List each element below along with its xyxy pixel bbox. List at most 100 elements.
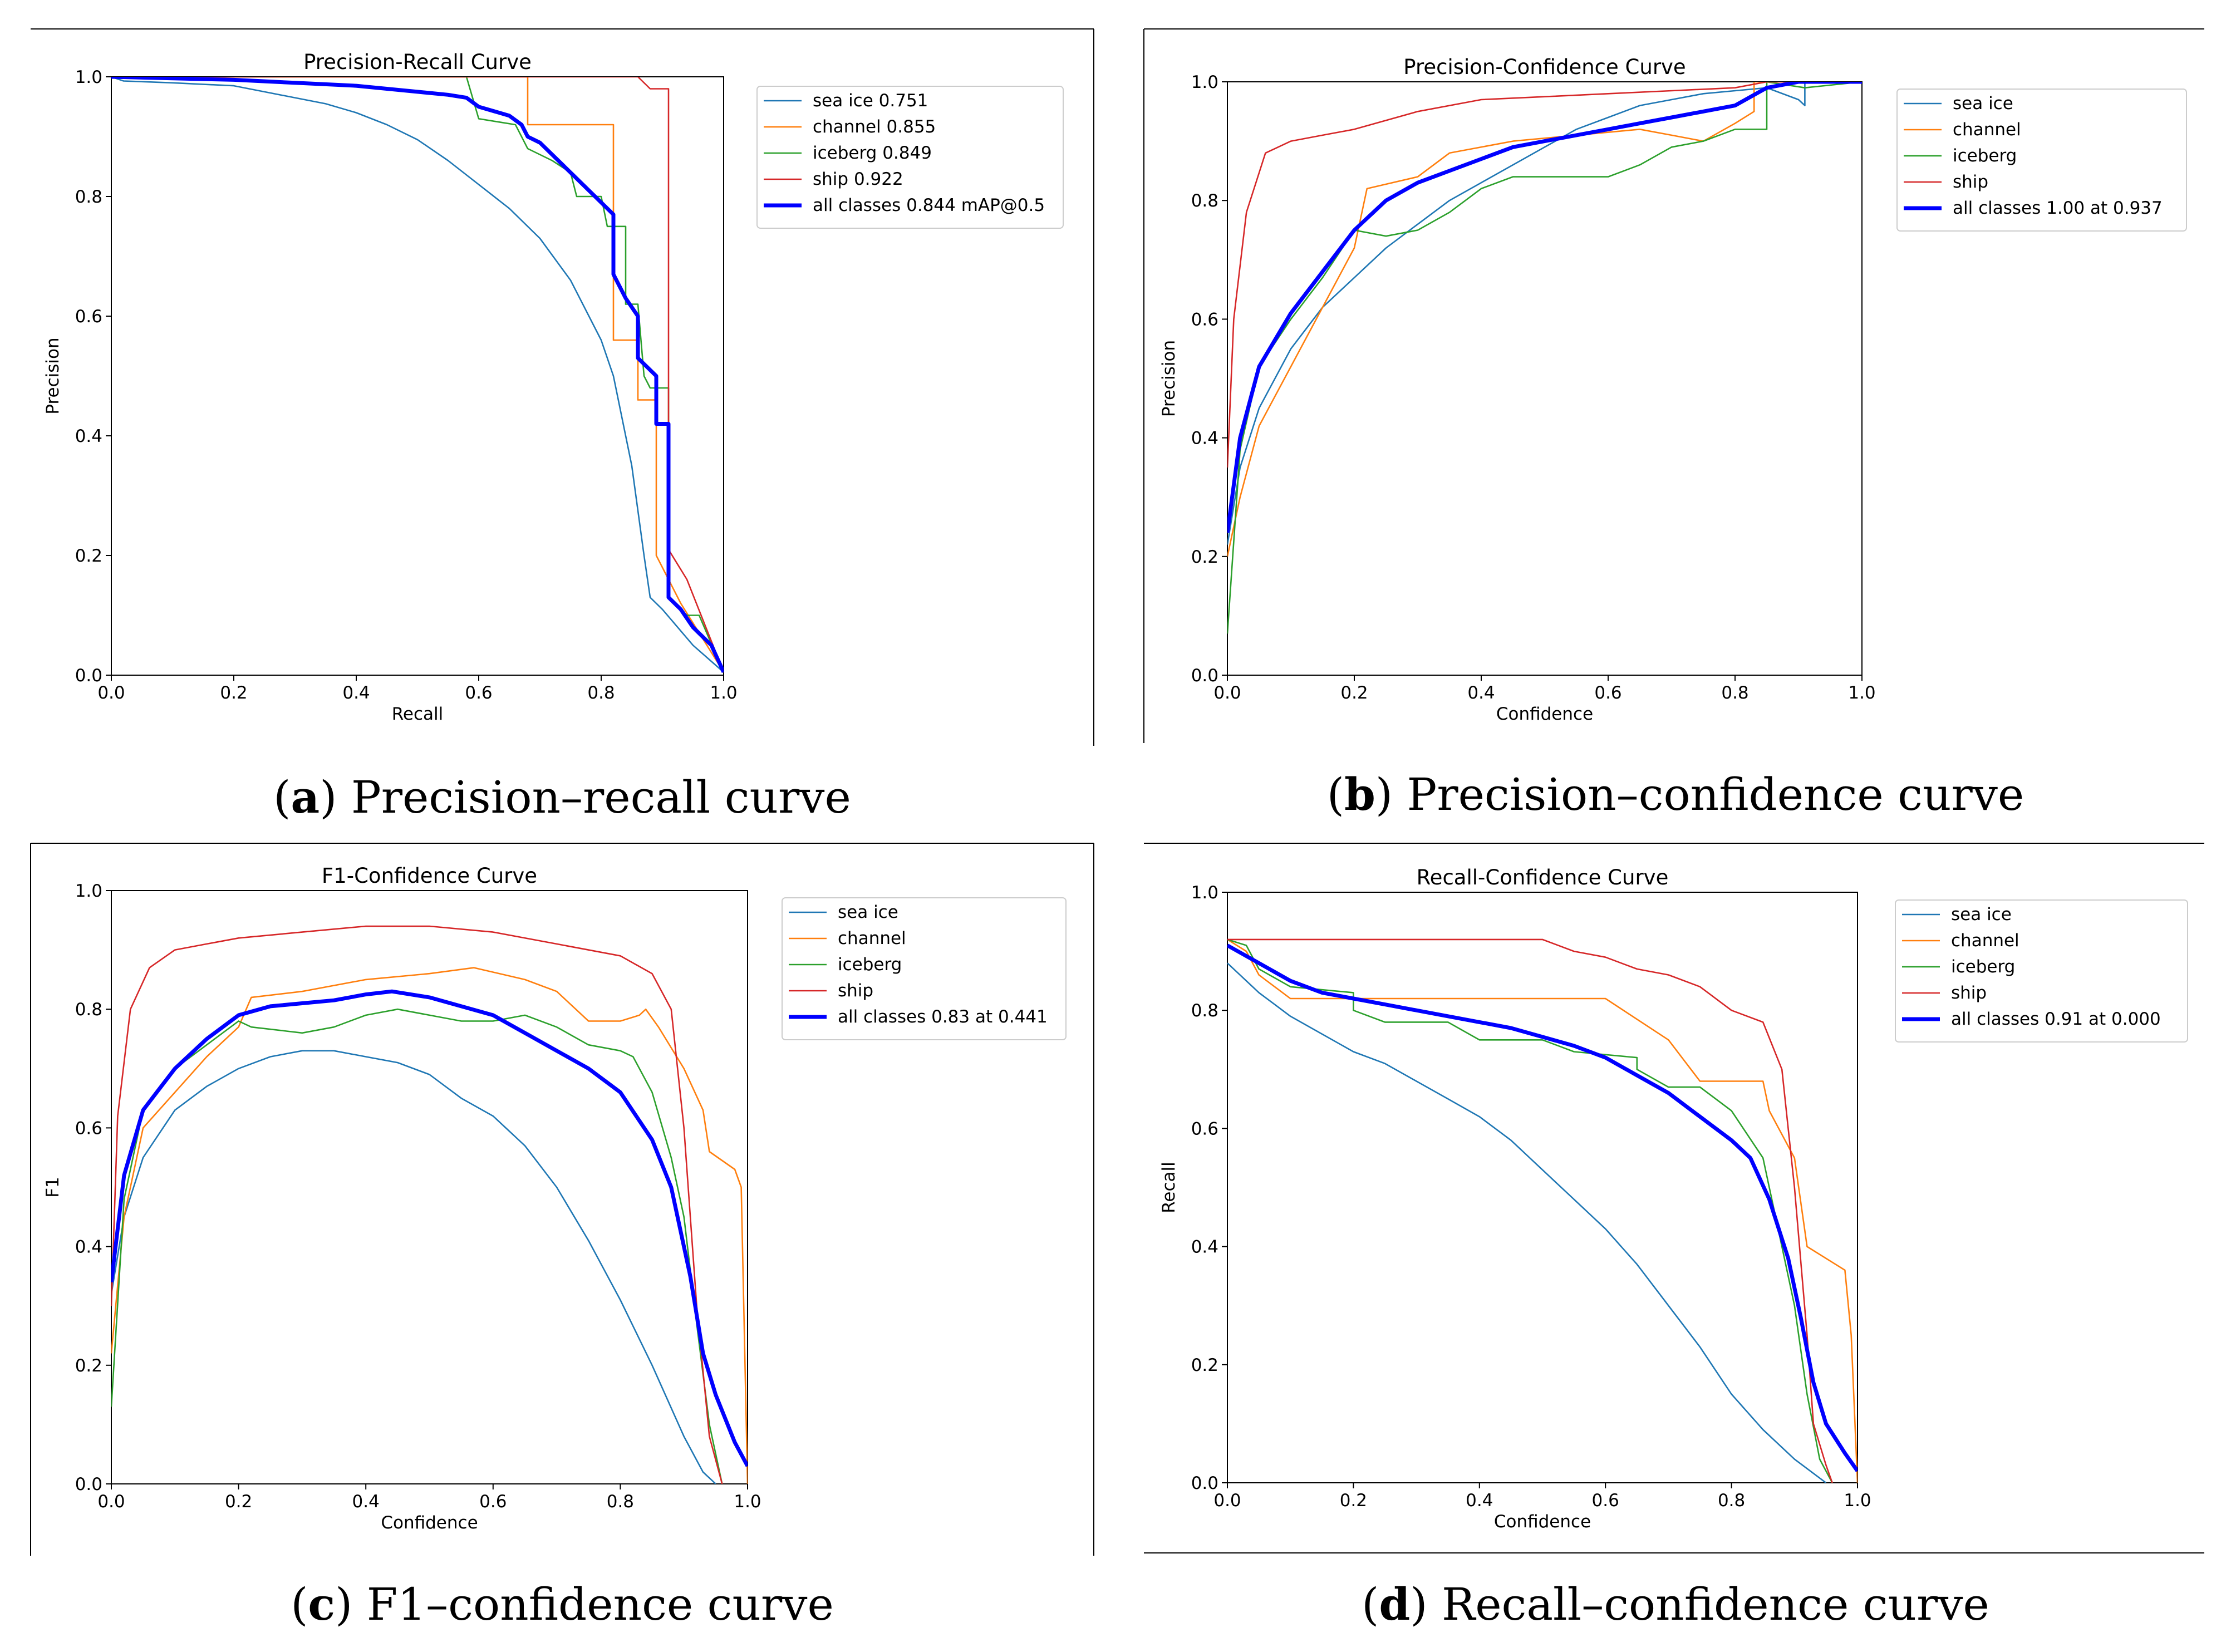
chart-panel-a: Precision-Recall Curve 0.0 0.2 0.4 0.6 0.8 1.0… <box>43 50 1064 823</box>
caption-letter: a <box>291 771 320 823</box>
series-line-sea <box>111 77 724 673</box>
y-tick-label: 0.4 <box>1191 1237 1218 1257</box>
series-line-all-all <box>1227 82 1862 533</box>
y-tick-label: 0.8 <box>75 187 102 207</box>
y-axis-label: Precision <box>43 337 63 414</box>
legend-entry: iceberg 0.849 <box>813 143 932 163</box>
x-axis-label: Recall <box>392 704 444 724</box>
y-tick-label: 0.6 <box>1191 1119 1218 1139</box>
x-tick-label: 0.0 <box>1213 1491 1241 1511</box>
legend-entry: all classes 1.00 at 0.937 <box>1953 198 2163 218</box>
x-tick-label: 1.0 <box>1844 1491 1871 1511</box>
caption-text: Recall–confidence curve <box>1442 1579 1989 1630</box>
x-tick-label: 0.6 <box>1592 1491 1619 1511</box>
caption-text: Precision–confidence curve <box>1407 769 2024 820</box>
legend-entry: sea ice <box>1953 94 2013 114</box>
legend-entry: channel <box>1953 120 2021 140</box>
y-tick-label: 0.8 <box>1191 1001 1218 1021</box>
x-tick-label: 1.0 <box>710 683 737 703</box>
legend-entry: channel <box>838 928 906 948</box>
series-line-ship <box>111 925 723 1484</box>
panel-caption: (d) Recall–confidence curve <box>1362 1578 1989 1630</box>
legend-entry: ship 0.922 <box>813 169 903 189</box>
y-axis-label: F1 <box>43 1177 63 1198</box>
y-tick-label: 0.4 <box>75 1237 102 1257</box>
x-tick-label: 0.4 <box>352 1492 380 1512</box>
x-axis-label: Confidence <box>1496 704 1593 724</box>
y-tick-label: 0.0 <box>75 666 102 686</box>
y-tick-label: 0.2 <box>75 1356 102 1376</box>
legend-entry: ship <box>1953 172 1988 192</box>
x-tick-label: 0.6 <box>1594 683 1621 703</box>
series-line-sea <box>1227 82 1862 545</box>
chart-panel-b: Precision-Confidence Curve 0.0 0.2 0.4 0.6 0.… <box>1159 55 2187 820</box>
x-tick-label: 0.6 <box>465 683 492 703</box>
chart-title: Precision-Recall Curve <box>303 50 532 74</box>
legend-entry: ship <box>838 981 873 1001</box>
y-tick-label: 0.0 <box>75 1474 102 1494</box>
legend-entry: sea ice <box>838 902 898 922</box>
y-tick-label: 0.4 <box>1191 429 1218 449</box>
legend: sea ice channel iceberg ship all classes 0.8… <box>782 897 1067 1040</box>
series-line-iceberg <box>111 1008 723 1484</box>
series-group <box>1227 82 1862 634</box>
caption-letter: c <box>308 1578 335 1630</box>
legend-box <box>782 897 1067 1040</box>
panel-frames <box>30 28 2204 1556</box>
series-line-ship <box>1227 938 1833 1483</box>
series-line-all-all <box>111 989 748 1467</box>
legend-entry: all classes 0.91 at 0.000 <box>1951 1009 2161 1029</box>
legend-box <box>1895 899 2188 1043</box>
x-tick-label: 0.4 <box>1467 683 1495 703</box>
series-line-sea <box>1227 962 1827 1483</box>
y-axis-label: Recall <box>1159 1162 1179 1213</box>
series-line-ship <box>111 77 724 673</box>
y-tick-label: 0.8 <box>1191 191 1218 211</box>
y-tick-label: 0.8 <box>75 1000 102 1020</box>
legend-entry: ship <box>1951 983 1987 1003</box>
legend-entry: all classes 0.844 mAP@0.5 <box>813 195 1045 215</box>
x-tick-label: 0.2 <box>1340 683 1368 703</box>
chart-panel-d: Recall-Confidence Curve 0.0 0.2 0.4 0.6 0.8 1.… <box>1159 866 2188 1630</box>
series-line-ship <box>1227 82 1862 468</box>
x-tick-label: 0.2 <box>225 1492 252 1512</box>
x-tick-label: 1.0 <box>734 1492 761 1512</box>
series-group <box>111 925 748 1484</box>
legend-entry: sea ice 0.751 <box>813 91 928 111</box>
y-tick-label: 0.2 <box>1191 1355 1218 1375</box>
legend-entry: sea ice <box>1951 904 2012 925</box>
x-tick-label: 0.8 <box>607 1492 634 1512</box>
series-line-all-all <box>1227 943 1858 1472</box>
series-line-all-all <box>111 77 724 673</box>
x-tick-label: 1.0 <box>1848 683 1875 703</box>
chart-title: F1-Confidence Curve <box>322 864 537 888</box>
x-tick-label: 0.8 <box>1721 683 1748 703</box>
y-tick-label: 0.6 <box>1191 309 1218 330</box>
legend-entry: channel 0.855 <box>813 117 936 137</box>
panel-caption: (b) Precision–confidence curve <box>1327 768 2024 820</box>
y-tick-label: 1.0 <box>75 67 102 87</box>
y-tick-label: 0.4 <box>75 426 102 446</box>
y-tick-label: 0.6 <box>75 1118 102 1138</box>
caption-text: Precision–recall curve <box>351 771 851 823</box>
plot-frame <box>1227 81 1863 676</box>
legend: sea ice channel iceberg ship all classes 1.0… <box>1896 88 2187 232</box>
x-axis-label: Confidence <box>381 1513 478 1533</box>
series-group <box>1227 938 1858 1483</box>
x-tick-label: 0.8 <box>587 683 615 703</box>
y-tick-label: 1.0 <box>1191 883 1218 903</box>
panel-caption: (a) Precision–recall curve <box>273 771 851 823</box>
x-axis-label: Confidence <box>1494 1512 1591 1532</box>
chart-title: Recall-Confidence Curve <box>1417 866 1669 889</box>
legend-entry: all classes 0.83 at 0.441 <box>838 1007 1048 1027</box>
caption-text: F1–confidence curve <box>367 1579 834 1630</box>
legend: sea ice 0.751 channel 0.855 iceberg 0.849 s… <box>756 86 1064 229</box>
y-tick-label: 0.0 <box>1191 666 1218 686</box>
y-tick-label: 0.2 <box>75 546 102 566</box>
plot-frame <box>1227 892 1858 1483</box>
x-tick-label: 0.8 <box>1718 1491 1745 1511</box>
legend-entry: iceberg <box>1953 146 2017 166</box>
series-line-iceberg <box>1227 938 1833 1483</box>
legend: sea ice channel iceberg ship all classes 0.9… <box>1895 899 2188 1043</box>
chart-title: Precision-Confidence Curve <box>1403 55 1686 79</box>
